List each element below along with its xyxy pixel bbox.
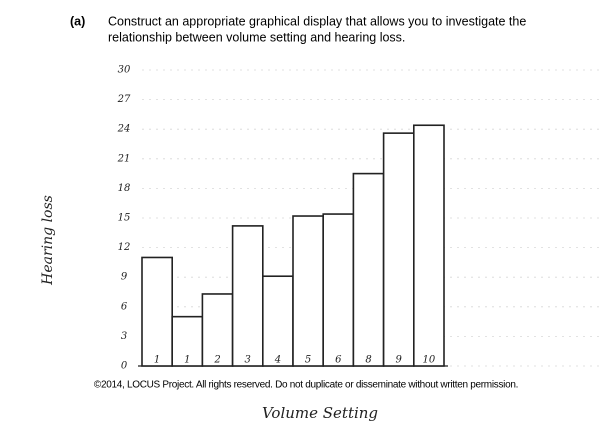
x-tick-label: 3 [245,355,251,366]
y-tick-label: 12 [118,242,131,253]
y-tick-label: 27 [117,94,131,105]
x-tick-label: 1 [154,355,160,366]
bar [261,275,294,367]
y-tick-label: 9 [121,272,128,283]
x-tick-label: 2 [213,355,220,366]
x-tick-label: 6 [335,355,342,366]
bar [292,215,325,367]
x-tick-label: 8 [365,355,371,366]
y-tick-label: 15 [118,213,131,224]
x-tick-label: 1 [184,355,190,366]
question-label: (a) [70,14,85,28]
bar [141,256,174,367]
y-tick-label: 21 [117,153,131,164]
y-tick-label: 3 [121,331,127,342]
bar [322,213,355,367]
question-text: Construct an appropriate graphical displ… [108,14,526,28]
y-tick-label: 18 [118,183,131,194]
y-tick-label: 0 [121,361,128,372]
question-text: relationship between volume setting and … [108,30,405,44]
bar [382,132,415,367]
x-tick-label: 4 [274,355,281,366]
x-axis-label: Volume Setting [262,404,378,422]
x-tick-label: 9 [396,355,403,366]
bar [231,225,264,367]
y-tick-label: 30 [118,65,131,76]
x-tick-label: 10 [423,355,436,366]
bar [352,172,385,367]
x-tick-label: 5 [305,355,311,366]
bar [412,124,445,367]
bar [201,293,234,367]
y-axis-label: Hearing loss [40,195,56,286]
y-tick-label: 6 [121,301,128,312]
footer: ©2014, LOCUS Project. All rights reserve… [94,380,518,391]
y-tick-label: 24 [117,124,131,135]
